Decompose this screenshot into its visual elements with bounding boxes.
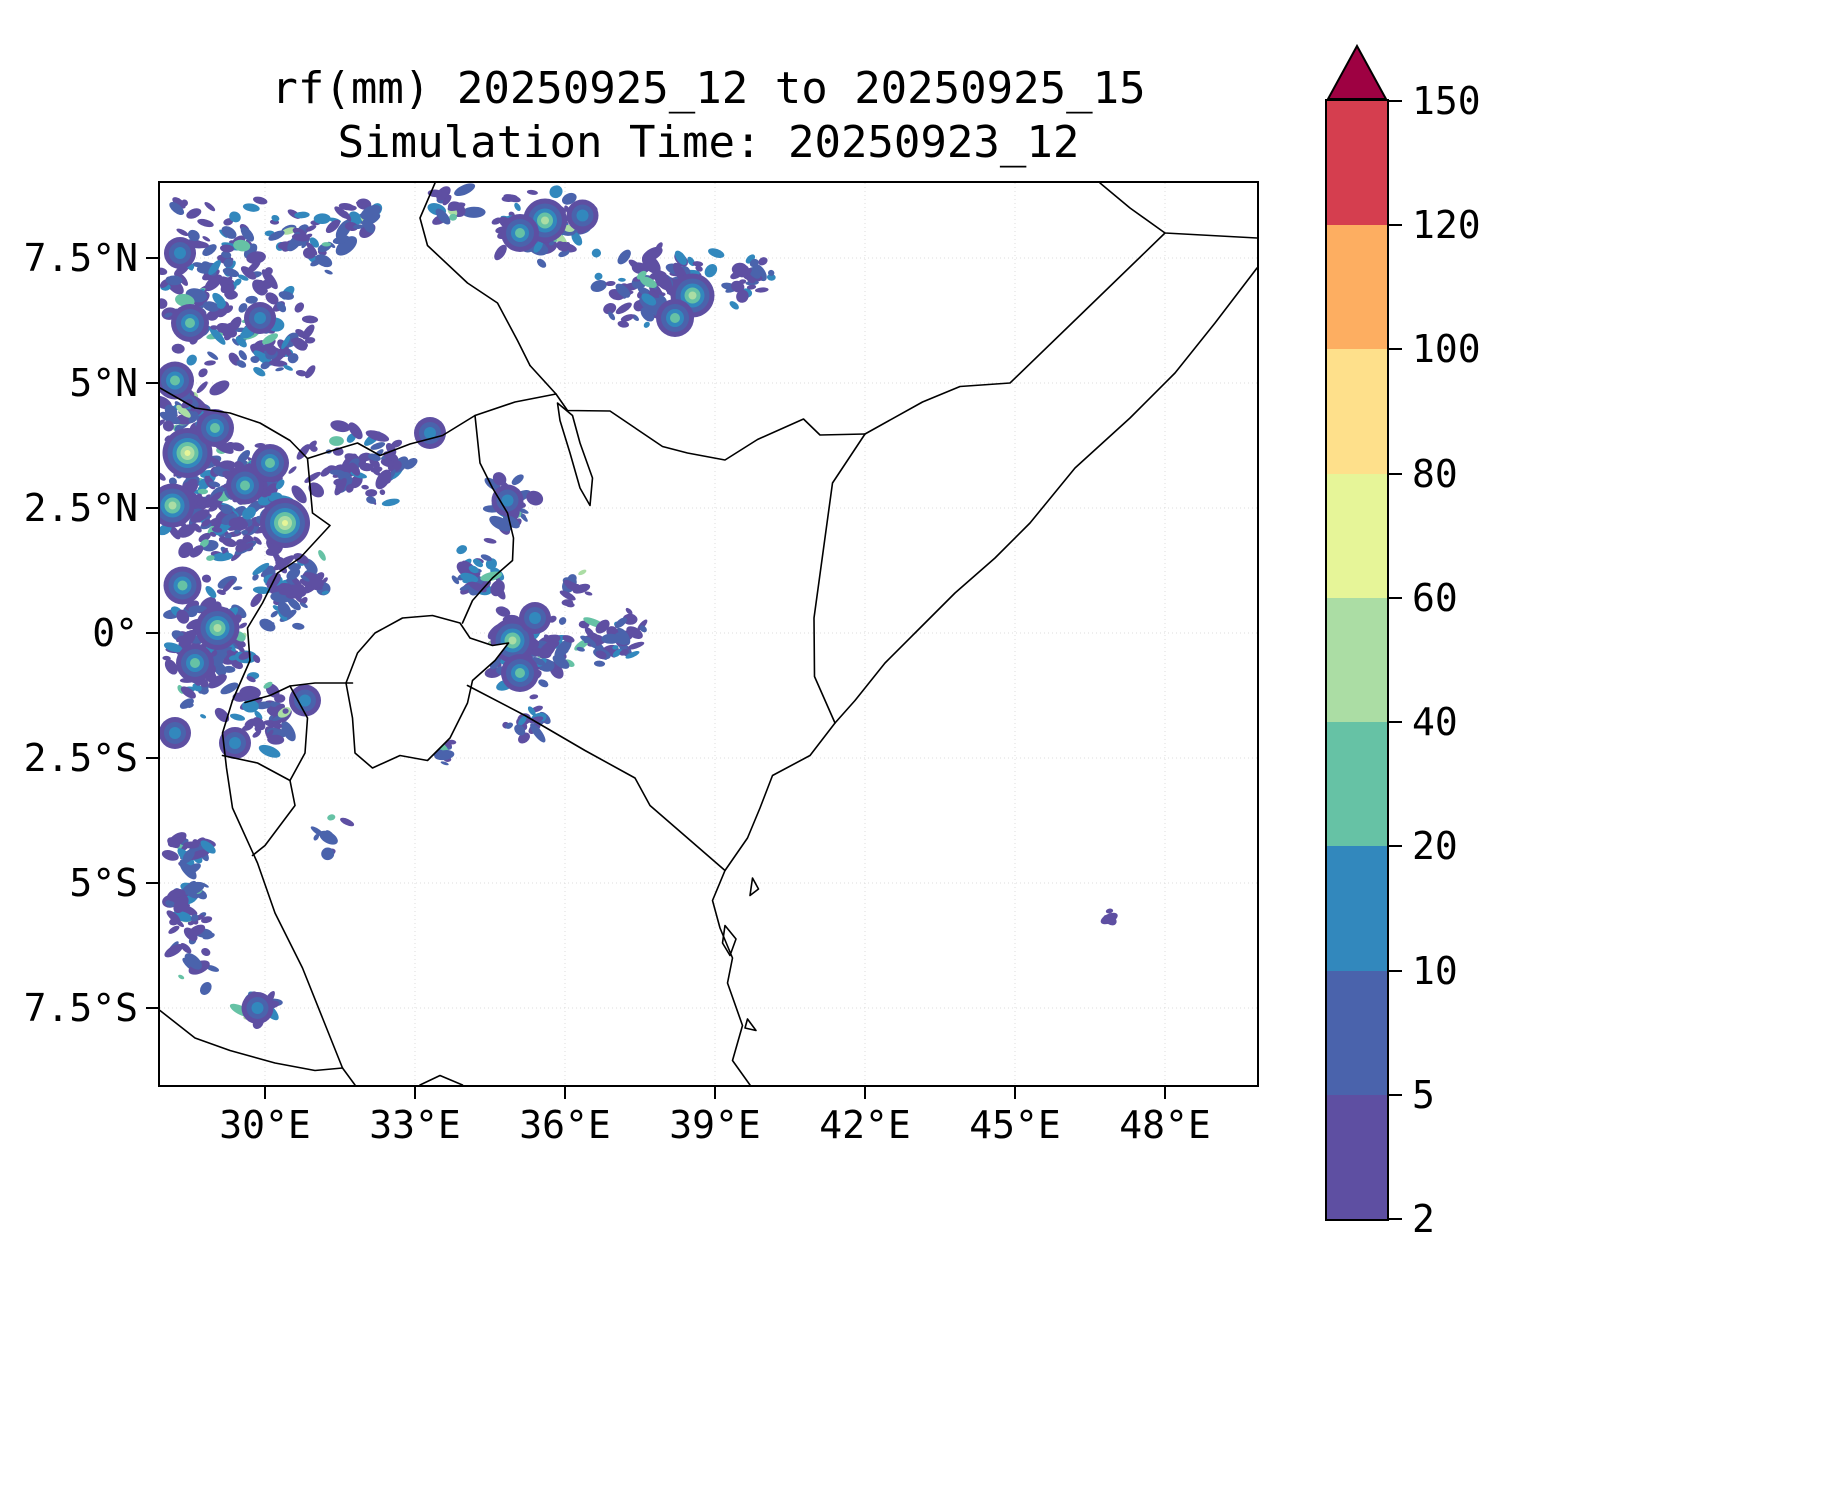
colorbar-segment xyxy=(1327,1094,1387,1219)
colorbar-segment xyxy=(1327,101,1387,226)
colorbar-segment xyxy=(1327,225,1387,350)
colorbar-tick-mark xyxy=(1389,348,1402,351)
colorbar-tick-mark xyxy=(1389,224,1402,227)
y-tick-label: 0° xyxy=(92,611,138,655)
colorbar-tick-mark xyxy=(1389,100,1402,102)
precipitation-map xyxy=(160,183,1257,1085)
y-tick-label: 2.5°N xyxy=(23,486,138,530)
colorbar-tick-mark xyxy=(1389,472,1402,475)
y-tick-mark xyxy=(146,382,158,384)
x-tick-mark xyxy=(864,1087,866,1099)
y-tick-label: 7.5°S xyxy=(23,986,138,1030)
colorbar-tick-label: 100 xyxy=(1412,327,1481,372)
colorbar-segment xyxy=(1327,597,1387,723)
y-tick-mark xyxy=(146,757,158,759)
x-tick-mark xyxy=(1014,1087,1016,1099)
colorbar-tick-mark xyxy=(1389,596,1402,599)
colorbar-tick-label: 2 xyxy=(1412,1197,1435,1241)
x-tick-label: 36°E xyxy=(519,1103,611,1147)
x-tick-mark xyxy=(564,1087,566,1099)
colorbar-tick-mark xyxy=(1389,721,1402,724)
colorbar-tick-label: 120 xyxy=(1412,203,1481,248)
x-tick-label: 39°E xyxy=(669,1103,761,1147)
y-tick-mark xyxy=(146,882,158,884)
colorbar-tick-label: 5 xyxy=(1412,1072,1435,1117)
colorbar-tick-label: 80 xyxy=(1412,451,1458,496)
colorbar-tick-mark xyxy=(1389,1218,1402,1220)
colorbar-tick-label: 150 xyxy=(1412,79,1481,123)
y-tick-label: 5°S xyxy=(69,861,138,905)
y-tick-label: 5°N xyxy=(69,361,138,405)
x-tick-mark xyxy=(414,1087,416,1099)
y-tick-mark xyxy=(146,257,158,259)
x-tick-mark xyxy=(714,1087,716,1099)
x-tick-label: 45°E xyxy=(969,1103,1061,1147)
colorbar-tick-label: 10 xyxy=(1412,948,1458,993)
y-tick-label: 2.5°S xyxy=(23,736,138,780)
colorbar-segment xyxy=(1327,722,1387,847)
colorbar-over-arrow xyxy=(1326,43,1388,100)
map-panel xyxy=(158,181,1259,1087)
plot-title: rf(mm) 20250925_12 to 20250925_15 Simula… xyxy=(158,62,1259,170)
colorbar-tick-label: 60 xyxy=(1412,575,1458,620)
y-tick-label: 7.5°N xyxy=(23,236,138,280)
y-tick-mark xyxy=(146,1007,158,1009)
colorbar-tick-mark xyxy=(1389,1093,1402,1096)
colorbar-tick-mark xyxy=(1389,969,1402,972)
x-tick-label: 30°E xyxy=(219,1103,311,1147)
colorbar-tick-label: 40 xyxy=(1412,700,1458,745)
x-tick-label: 48°E xyxy=(1119,1103,1211,1147)
colorbar-tick-mark xyxy=(1389,845,1402,848)
colorbar-segment xyxy=(1327,846,1387,971)
x-tick-mark xyxy=(264,1087,266,1099)
plot-title-line1: rf(mm) 20250925_12 to 20250925_15 xyxy=(271,63,1146,114)
colorbar-segment xyxy=(1327,349,1387,474)
x-tick-mark xyxy=(1164,1087,1166,1099)
colorbar xyxy=(1325,99,1389,1221)
x-tick-label: 42°E xyxy=(819,1103,911,1147)
colorbar-tick-label: 20 xyxy=(1412,824,1458,869)
colorbar-segment xyxy=(1327,970,1387,1095)
y-tick-mark xyxy=(146,632,158,634)
colorbar-segment xyxy=(1327,473,1387,598)
y-tick-mark xyxy=(146,507,158,509)
plot-title-line2: Simulation Time: 20250923_12 xyxy=(337,117,1080,168)
x-tick-label: 33°E xyxy=(369,1103,461,1147)
